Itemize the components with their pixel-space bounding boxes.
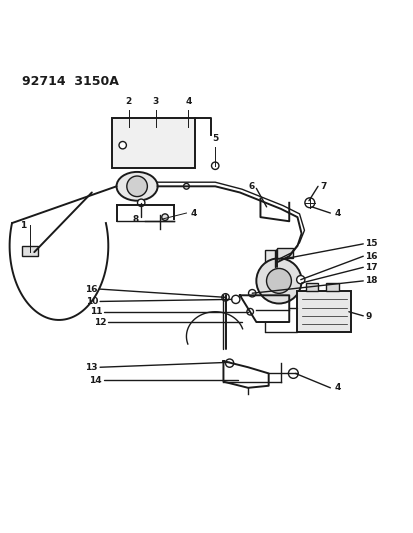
Text: 12: 12	[93, 318, 106, 327]
Text: 6: 6	[247, 182, 254, 191]
Text: 4: 4	[190, 208, 197, 217]
Text: 92714  3150A: 92714 3150A	[22, 75, 119, 88]
Text: 2: 2	[126, 97, 132, 106]
Circle shape	[288, 368, 298, 378]
Circle shape	[211, 162, 218, 169]
Text: 1: 1	[20, 221, 26, 230]
Text: 18: 18	[364, 277, 377, 285]
Text: 16: 16	[364, 252, 377, 261]
Text: 4: 4	[334, 208, 340, 217]
Text: 3: 3	[152, 97, 158, 106]
Ellipse shape	[116, 172, 157, 201]
Circle shape	[266, 269, 291, 293]
Circle shape	[231, 295, 239, 303]
Text: 10: 10	[85, 297, 98, 306]
Text: 5: 5	[211, 134, 218, 143]
Circle shape	[256, 259, 301, 303]
Circle shape	[304, 198, 314, 208]
Bar	[264, 250, 287, 266]
Bar	[325, 283, 338, 291]
Bar	[305, 283, 317, 291]
Bar	[22, 246, 38, 256]
Circle shape	[248, 289, 255, 297]
Circle shape	[183, 183, 189, 189]
Circle shape	[221, 294, 229, 301]
Circle shape	[161, 214, 168, 221]
Text: 4: 4	[185, 97, 191, 106]
Circle shape	[225, 359, 233, 367]
Text: 15: 15	[364, 239, 377, 248]
Text: 16: 16	[85, 285, 98, 294]
Circle shape	[137, 199, 145, 206]
Text: 9: 9	[364, 312, 371, 321]
Text: 7: 7	[319, 182, 326, 191]
Bar	[297, 291, 350, 332]
Text: 13: 13	[85, 363, 98, 372]
Circle shape	[126, 176, 147, 197]
Bar	[276, 248, 293, 259]
Circle shape	[246, 309, 253, 315]
Text: 14: 14	[89, 376, 102, 385]
Bar	[112, 118, 194, 168]
Text: 8: 8	[133, 215, 139, 224]
Text: 4: 4	[334, 383, 340, 392]
Text: 11: 11	[90, 307, 102, 316]
Circle shape	[296, 276, 304, 284]
Text: 17: 17	[364, 263, 377, 272]
Circle shape	[119, 141, 126, 149]
